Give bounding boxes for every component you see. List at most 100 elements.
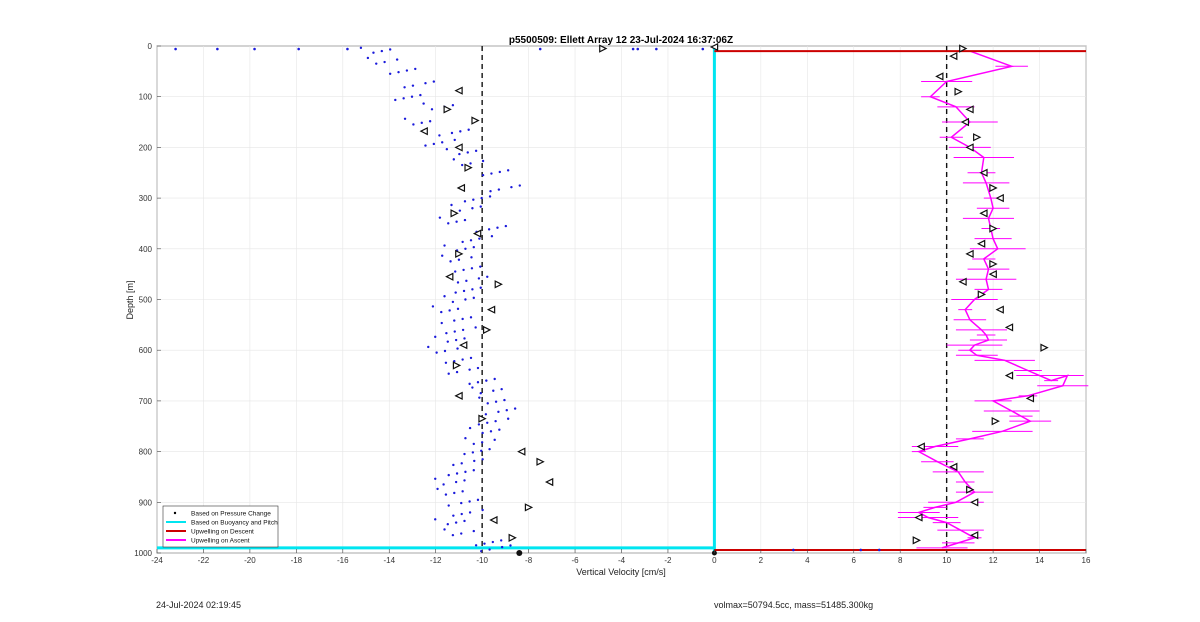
ascent-marker — [991, 417, 1000, 426]
descent-point — [427, 345, 430, 349]
descent-point — [450, 203, 453, 207]
descent-point — [460, 462, 463, 465]
descent-point — [493, 438, 496, 442]
descent-point — [447, 372, 450, 375]
ascent-marker — [959, 44, 968, 53]
x-tick-label: 2 — [759, 556, 764, 565]
descent-marker — [494, 280, 503, 289]
descent-point — [456, 307, 460, 311]
ascent-marker — [949, 462, 958, 471]
descent-point — [458, 209, 462, 212]
ascent-marker — [912, 536, 921, 545]
descent-point — [473, 459, 476, 463]
descent-point — [366, 56, 370, 60]
chart-title: p5500509: Ellett Array 12 23-Jul-2024 16… — [509, 35, 733, 46]
descent-point — [500, 545, 504, 549]
descent-point — [480, 196, 483, 200]
descent-point — [485, 379, 488, 382]
descent-point — [470, 256, 473, 259]
x-tick-label: -18 — [291, 556, 303, 565]
descent-point — [472, 245, 475, 249]
descent-point — [460, 512, 463, 516]
ascent-marker — [935, 72, 944, 81]
descent-point — [403, 86, 406, 89]
descent-point — [462, 268, 465, 272]
x-tick-label: -20 — [244, 556, 256, 565]
surface-point — [538, 47, 542, 51]
descent-marker — [536, 457, 545, 466]
ascent-marker — [989, 224, 998, 233]
descent-point — [403, 117, 407, 121]
descent-marker — [508, 533, 517, 542]
descent-point — [471, 451, 475, 454]
descent-point — [440, 310, 443, 314]
descent-marker — [445, 272, 454, 281]
descent-point — [498, 428, 501, 431]
descent-point — [493, 377, 496, 381]
footer-timestamp: 24-Jul-2024 02:19:45 — [156, 600, 242, 610]
x-tick-label: -4 — [618, 556, 626, 565]
x-tick-label: -22 — [198, 556, 210, 565]
descent-point — [479, 265, 482, 268]
descent-point — [443, 349, 447, 353]
descent-point — [460, 501, 463, 505]
descent-point — [445, 331, 448, 335]
descent-point — [505, 409, 508, 412]
descent-marker — [471, 116, 480, 125]
descent-point — [372, 51, 375, 54]
descent-point — [488, 195, 492, 198]
descent-marker — [419, 127, 428, 136]
ascent-marker — [1004, 323, 1014, 332]
descent-point — [471, 207, 474, 210]
descent-point — [476, 498, 480, 502]
descent-point — [405, 69, 409, 72]
descent-marker — [443, 105, 452, 114]
surface-point — [346, 47, 349, 51]
ascent-marker — [976, 239, 986, 248]
descent-point — [432, 142, 436, 146]
ascent-marker — [995, 305, 1004, 314]
ascent-marker — [914, 513, 923, 522]
descent-point — [494, 400, 498, 403]
descent-marker — [482, 325, 492, 335]
surface-point — [253, 47, 256, 51]
descent-point — [414, 67, 417, 71]
descent-point — [452, 463, 455, 467]
descent-point — [388, 72, 392, 75]
descent-point — [481, 173, 485, 177]
descent-point — [412, 123, 415, 126]
descent-point — [443, 528, 446, 531]
bottom-marker — [516, 550, 523, 556]
legend-label: Upwelling on Ascent — [191, 537, 250, 544]
descent-marker — [517, 447, 526, 456]
legend-label: Upwelling on Descent — [191, 528, 254, 535]
ascent-marker — [960, 117, 970, 127]
descent-point — [479, 286, 482, 289]
descent-point — [448, 309, 451, 312]
descent-point — [489, 430, 493, 433]
surface-point — [701, 47, 705, 51]
x-tick-label: 12 — [989, 556, 998, 565]
ascent-marker — [995, 193, 1004, 203]
descent-point — [452, 158, 456, 161]
descent-point — [388, 48, 392, 51]
descent-point — [468, 382, 471, 386]
descent-point — [499, 539, 503, 542]
descent-point — [483, 542, 486, 545]
descent-point — [424, 82, 427, 85]
descent-point — [460, 532, 463, 535]
descent-point — [461, 358, 464, 361]
descent-point — [453, 491, 456, 495]
ascent-marker — [958, 277, 967, 286]
descent-marker — [454, 86, 463, 95]
descent-point — [474, 326, 477, 329]
descent-point — [457, 258, 461, 261]
descent-point — [455, 370, 459, 374]
descent-marker — [472, 229, 482, 238]
descent-point — [464, 298, 467, 301]
descent-point — [479, 391, 482, 395]
descent-marker — [452, 361, 462, 370]
x-tick-label: -24 — [151, 556, 163, 565]
y-tick-label: 400 — [139, 245, 153, 254]
descent-point — [402, 97, 405, 100]
